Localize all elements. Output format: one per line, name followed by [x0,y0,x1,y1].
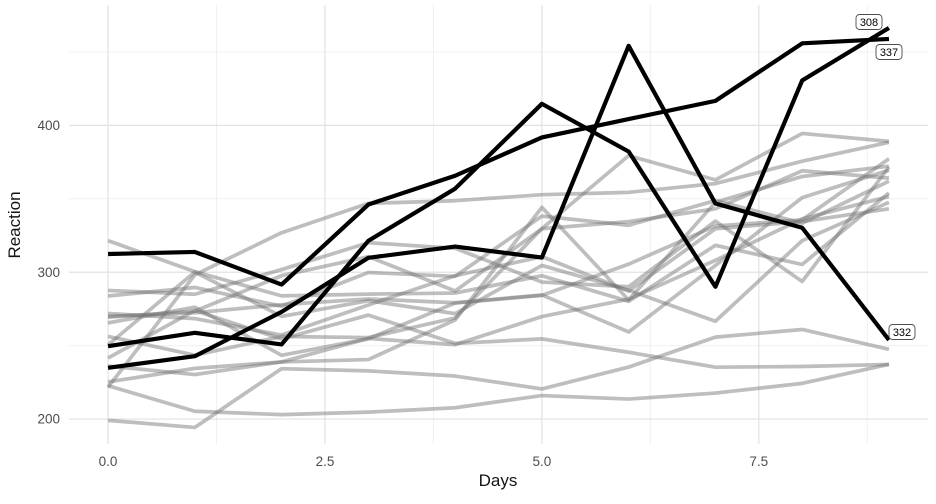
subject-label: 308 [860,17,878,29]
x-tick-label: 5.0 [532,454,551,469]
series-line-muted[interactable] [106,200,890,347]
series-line-muted[interactable] [107,165,891,297]
subject-label-box[interactable] [888,324,916,340]
x-tick-label: 2.5 [316,454,335,469]
y-axis-title: Reaction [5,191,24,259]
series-line-muted[interactable] [107,179,890,309]
series-line-muted[interactable] [107,327,890,430]
x-tick-label: 0.0 [99,454,118,469]
series-line-highlighted[interactable] [107,43,891,370]
series-line-muted[interactable] [107,308,889,370]
subject-label: 332 [893,327,911,339]
series-line-muted[interactable] [107,164,890,384]
series-line-muted[interactable] [107,157,891,358]
x-tick-label: 7.5 [749,454,768,469]
series-line-muted[interactable] [107,191,891,304]
y-tick-label: 300 [37,265,60,280]
series-line-muted[interactable] [107,362,890,417]
series-line-muted[interactable] [106,140,890,389]
series-line-muted[interactable] [107,206,890,337]
series-line-highlighted[interactable] [107,26,891,349]
series-line-muted[interactable] [107,168,890,334]
y-tick-label: 200 [37,412,60,427]
subject-label-box[interactable] [855,14,883,30]
series-line-muted[interactable] [107,168,890,319]
subject-label-box[interactable] [875,44,903,60]
y-tick-label: 400 [37,118,60,133]
series-line-highlighted[interactable] [107,36,890,287]
series-line-muted[interactable] [107,194,890,377]
x-axis-title: Days [478,471,518,490]
series-line-muted[interactable] [107,131,890,358]
subject-label: 337 [880,47,898,59]
